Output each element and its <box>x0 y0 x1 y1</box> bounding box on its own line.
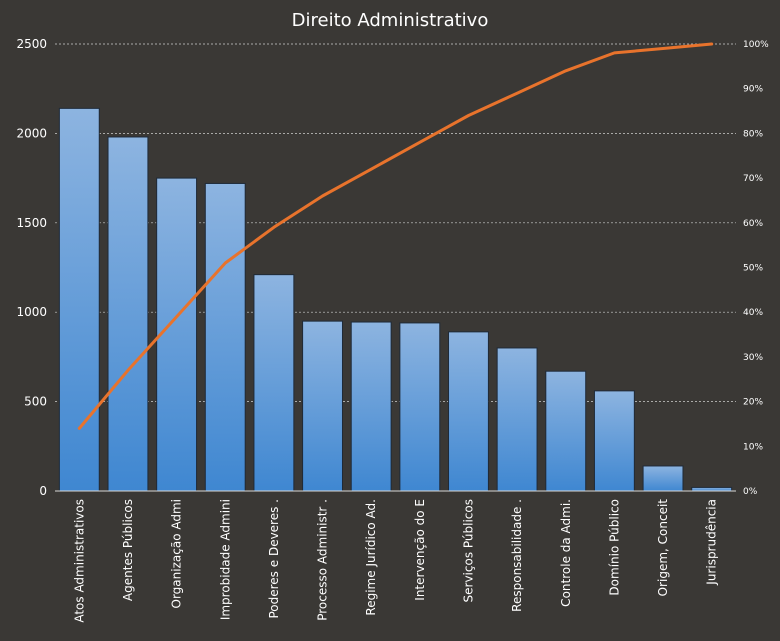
category-label: Processo Administr . <box>316 499 330 621</box>
bars <box>58 107 733 492</box>
bar <box>593 390 635 492</box>
bar <box>496 347 538 492</box>
right-tick-label: 100% <box>743 40 769 50</box>
bar <box>302 320 343 492</box>
bar <box>399 322 441 492</box>
chart-title: Direito Administrativo <box>292 10 489 31</box>
left-axis-ticks: 0 500 1000 1500 2000 2500 <box>16 37 47 498</box>
bar <box>156 177 198 492</box>
category-label: Responsabilidade . <box>510 499 524 612</box>
category-label: Improbidade Admini <box>218 499 232 620</box>
category-label: Origem, Conceit <box>656 499 670 597</box>
category-label: Organização Admi <box>170 499 184 608</box>
right-tick-label: 70% <box>743 174 763 184</box>
category-label: Domínio Público <box>607 499 621 596</box>
right-tick-label: 10% <box>743 442 763 452</box>
left-tick-label: 2000 <box>16 126 47 140</box>
left-tick-label: 0 <box>39 484 47 498</box>
category-label: Jurisprudência <box>705 499 719 586</box>
category-label: Atos Administrativos <box>72 499 86 623</box>
category-label: Intervenção do E <box>413 499 427 601</box>
left-tick-label: 2500 <box>16 37 47 51</box>
bar <box>58 107 100 492</box>
category-labels: Atos Administrativos Agentes Públicos Orga… <box>72 499 718 623</box>
right-tick-label: 50% <box>743 264 763 274</box>
left-tick-label: 1500 <box>16 216 47 230</box>
left-tick-label: 1000 <box>16 305 47 319</box>
bar <box>691 486 733 492</box>
right-tick-label: 0% <box>743 487 758 497</box>
right-tick-label: 60% <box>743 219 763 229</box>
category-label: Controle da Admi. <box>559 499 573 607</box>
bar <box>545 370 587 492</box>
right-tick-label: 80% <box>743 129 763 139</box>
bar <box>350 321 392 492</box>
right-tick-label: 20% <box>743 398 763 408</box>
bar <box>642 465 684 492</box>
category-label: Agentes Públicos <box>121 499 135 601</box>
category-label: Poderes e Deveres . <box>267 499 281 619</box>
right-tick-label: 40% <box>743 308 763 318</box>
left-tick-label: 500 <box>24 395 47 409</box>
category-label: Regime Jurídico Ad. <box>364 499 378 616</box>
bar <box>107 136 149 492</box>
category-label: Serviços Públicos <box>461 499 475 602</box>
right-axis-ticks: 0% 10% 20% 30% 40% 50% 60% 70% 80% 90% 100% <box>743 40 769 497</box>
bar <box>253 274 295 492</box>
bar <box>204 182 246 492</box>
cumulative-line-layer <box>77 42 714 430</box>
right-tick-label: 90% <box>743 85 763 95</box>
right-tick-label: 30% <box>743 353 763 363</box>
cumulative-line <box>77 42 714 430</box>
bar <box>448 331 489 492</box>
